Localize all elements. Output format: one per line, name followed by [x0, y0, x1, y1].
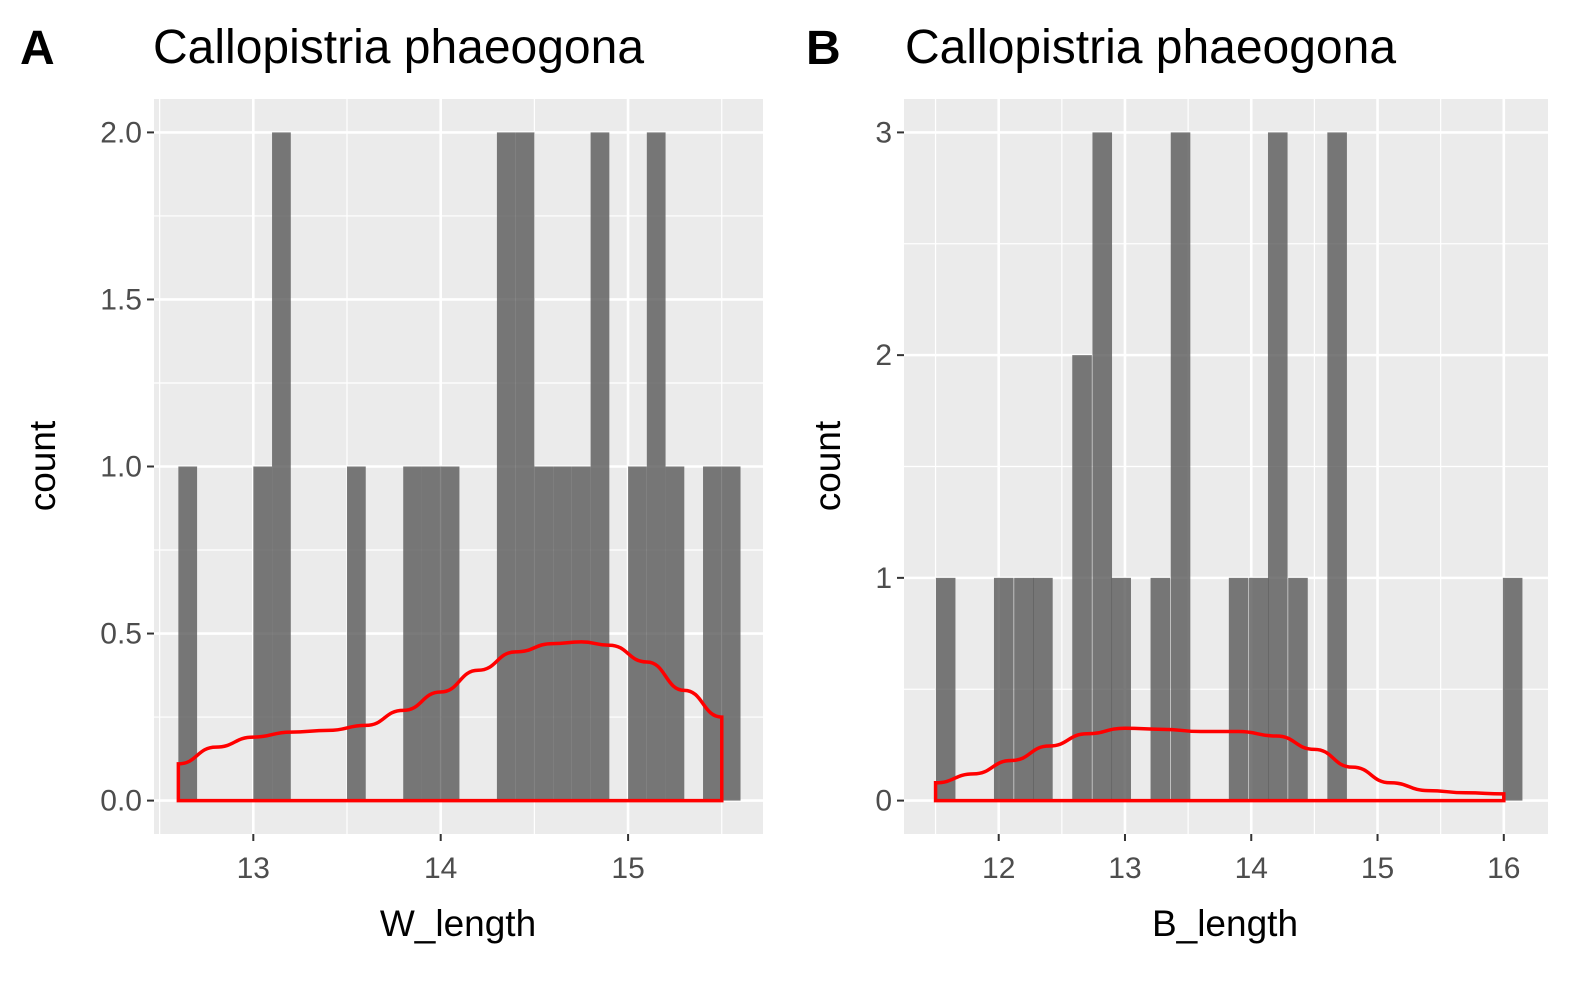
histogram-bar: [1014, 577, 1034, 801]
histogram-bar: [1327, 132, 1347, 801]
histogram-bar: [571, 466, 591, 801]
y-tick-label: 1: [875, 562, 892, 595]
histogram-bar: [665, 466, 685, 801]
histogram-bar: [703, 466, 722, 801]
bars-a: [178, 132, 741, 801]
histogram-bar: [628, 466, 647, 801]
panel-tag-a: A: [20, 22, 55, 75]
panel-tag-b: B: [806, 22, 841, 75]
x-axis-b: 12 13 14 15 16: [982, 834, 1520, 885]
histogram-bar: [553, 466, 572, 801]
chart-title-b: Callopistria phaeogona: [905, 21, 1396, 74]
x-axis-label-b: B_length: [1152, 903, 1298, 944]
x-tick-label: 12: [982, 852, 1015, 885]
histogram-bar: [496, 132, 516, 801]
histogram-bar: [1228, 577, 1249, 801]
y-axis-b: 0 1 2 3: [875, 116, 904, 818]
y-tick-label: 0: [875, 785, 892, 818]
histogram-bar: [253, 466, 273, 801]
histogram-bar: [178, 466, 198, 801]
x-tick-label: 16: [1487, 852, 1520, 885]
histogram-bar: [1150, 577, 1171, 801]
y-tick-label: 0.5: [100, 618, 142, 651]
y-tick-label: 1.0: [100, 451, 142, 484]
x-axis-label-a: W_length: [380, 903, 536, 944]
histogram-bar: [1288, 577, 1308, 801]
y-axis-label-b: count: [807, 420, 848, 511]
x-tick-label: 15: [1361, 852, 1394, 885]
histogram-bar: [534, 466, 554, 801]
x-tick-label: 15: [611, 852, 644, 885]
y-axis-a: 0.0 0.5 1.0 1.5 2.0: [100, 116, 154, 818]
x-tick-label: 14: [1235, 852, 1268, 885]
histogram-bar: [590, 132, 610, 801]
histogram-bar: [515, 132, 535, 801]
histogram-bar: [440, 466, 460, 801]
x-tick-label: 13: [1108, 852, 1141, 885]
histogram-bar: [1072, 355, 1092, 801]
y-tick-label: 3: [875, 116, 892, 149]
bars-b: [935, 132, 1523, 801]
histogram-bar: [272, 132, 291, 801]
density-curve-b: [933, 726, 1506, 803]
histogram-bar: [1502, 577, 1523, 801]
y-tick-label: 1.5: [100, 283, 142, 316]
histogram-bar: [646, 132, 666, 801]
histogram-bar: [1111, 577, 1131, 801]
density-curve-a: [176, 640, 724, 803]
panel-a: A Callopistria phaeogona 0.0 0.5 1.0 1.5 2.0…: [20, 21, 763, 944]
histogram-bar: [347, 466, 366, 801]
histogram-bar: [721, 466, 741, 801]
histogram-bar: [1249, 577, 1269, 801]
x-tick-label: 13: [237, 852, 270, 885]
histogram-bar: [935, 577, 956, 801]
histogram-bar: [403, 466, 422, 801]
chart-title-a: Callopistria phaeogona: [153, 21, 644, 74]
x-axis-a: 13 14 15: [237, 834, 645, 885]
histogram-bar: [993, 577, 1014, 801]
y-axis-label-a: count: [22, 420, 63, 511]
histogram-bar: [1033, 577, 1053, 801]
x-tick-label: 14: [424, 852, 457, 885]
y-tick-label: 2: [875, 339, 892, 372]
y-tick-label: 2.0: [100, 116, 142, 149]
histogram-bar: [421, 466, 441, 801]
histogram-bar: [1092, 132, 1113, 801]
histogram-bar: [1267, 132, 1288, 801]
histogram-bar: [1170, 132, 1191, 801]
y-tick-label: 0.0: [100, 785, 142, 818]
